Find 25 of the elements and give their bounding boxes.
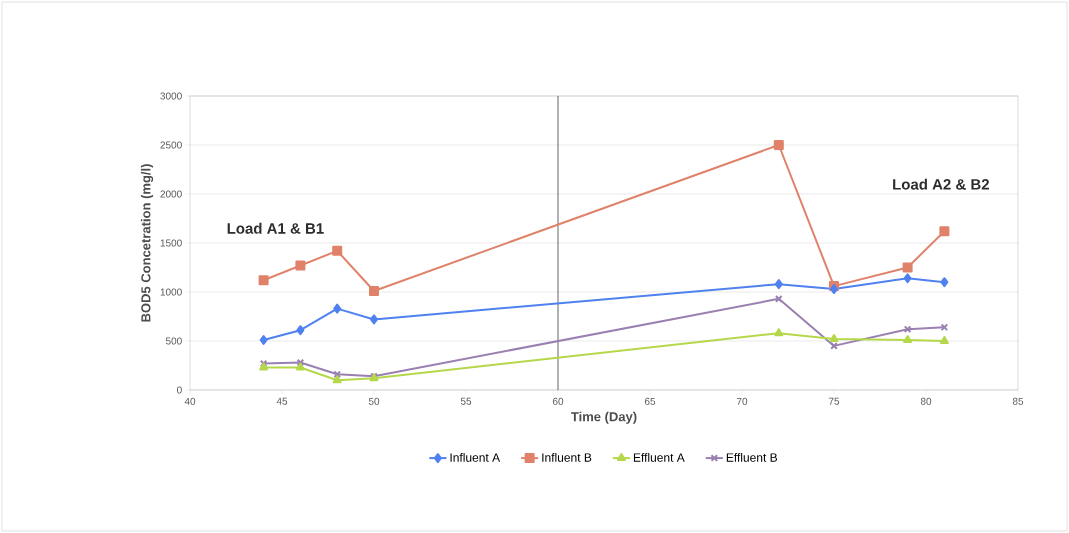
x-tick-label: 55	[460, 397, 472, 405]
x-tick-label: 45	[276, 397, 288, 405]
y-tick-label: 0	[177, 386, 182, 394]
x-tick-label: 70	[736, 397, 748, 405]
legend-label: Influent A	[450, 452, 501, 462]
y-tick-label: 2500	[160, 141, 182, 149]
x-tick-label: 80	[920, 397, 932, 405]
x-tick-label: 50	[368, 397, 380, 405]
x-tick-label: 75	[828, 397, 840, 405]
y-tick-label: 2000	[160, 190, 182, 198]
x-tick-label: 60	[552, 397, 564, 405]
y-tick-label: 3000	[160, 92, 182, 100]
legend-label: Effluent B	[726, 452, 778, 462]
legend-label: Effluent A	[633, 452, 685, 462]
y-tick-label: 1500	[160, 239, 182, 247]
y-tick-label: 500	[165, 337, 182, 345]
x-axis-title: Time (Day)	[571, 411, 637, 424]
annotation: Load A1 & B1	[227, 222, 324, 234]
x-tick-label: 65	[644, 397, 656, 405]
y-axis-title: BOD5 Concetration (mg/l)	[140, 164, 154, 322]
x-tick-label: 40	[184, 397, 196, 405]
annotation: Load A2 & B2	[893, 178, 989, 190]
x-tick-label: 85	[1012, 397, 1024, 405]
legend-label: Influent B	[542, 452, 592, 462]
y-tick-label: 1000	[160, 288, 182, 296]
